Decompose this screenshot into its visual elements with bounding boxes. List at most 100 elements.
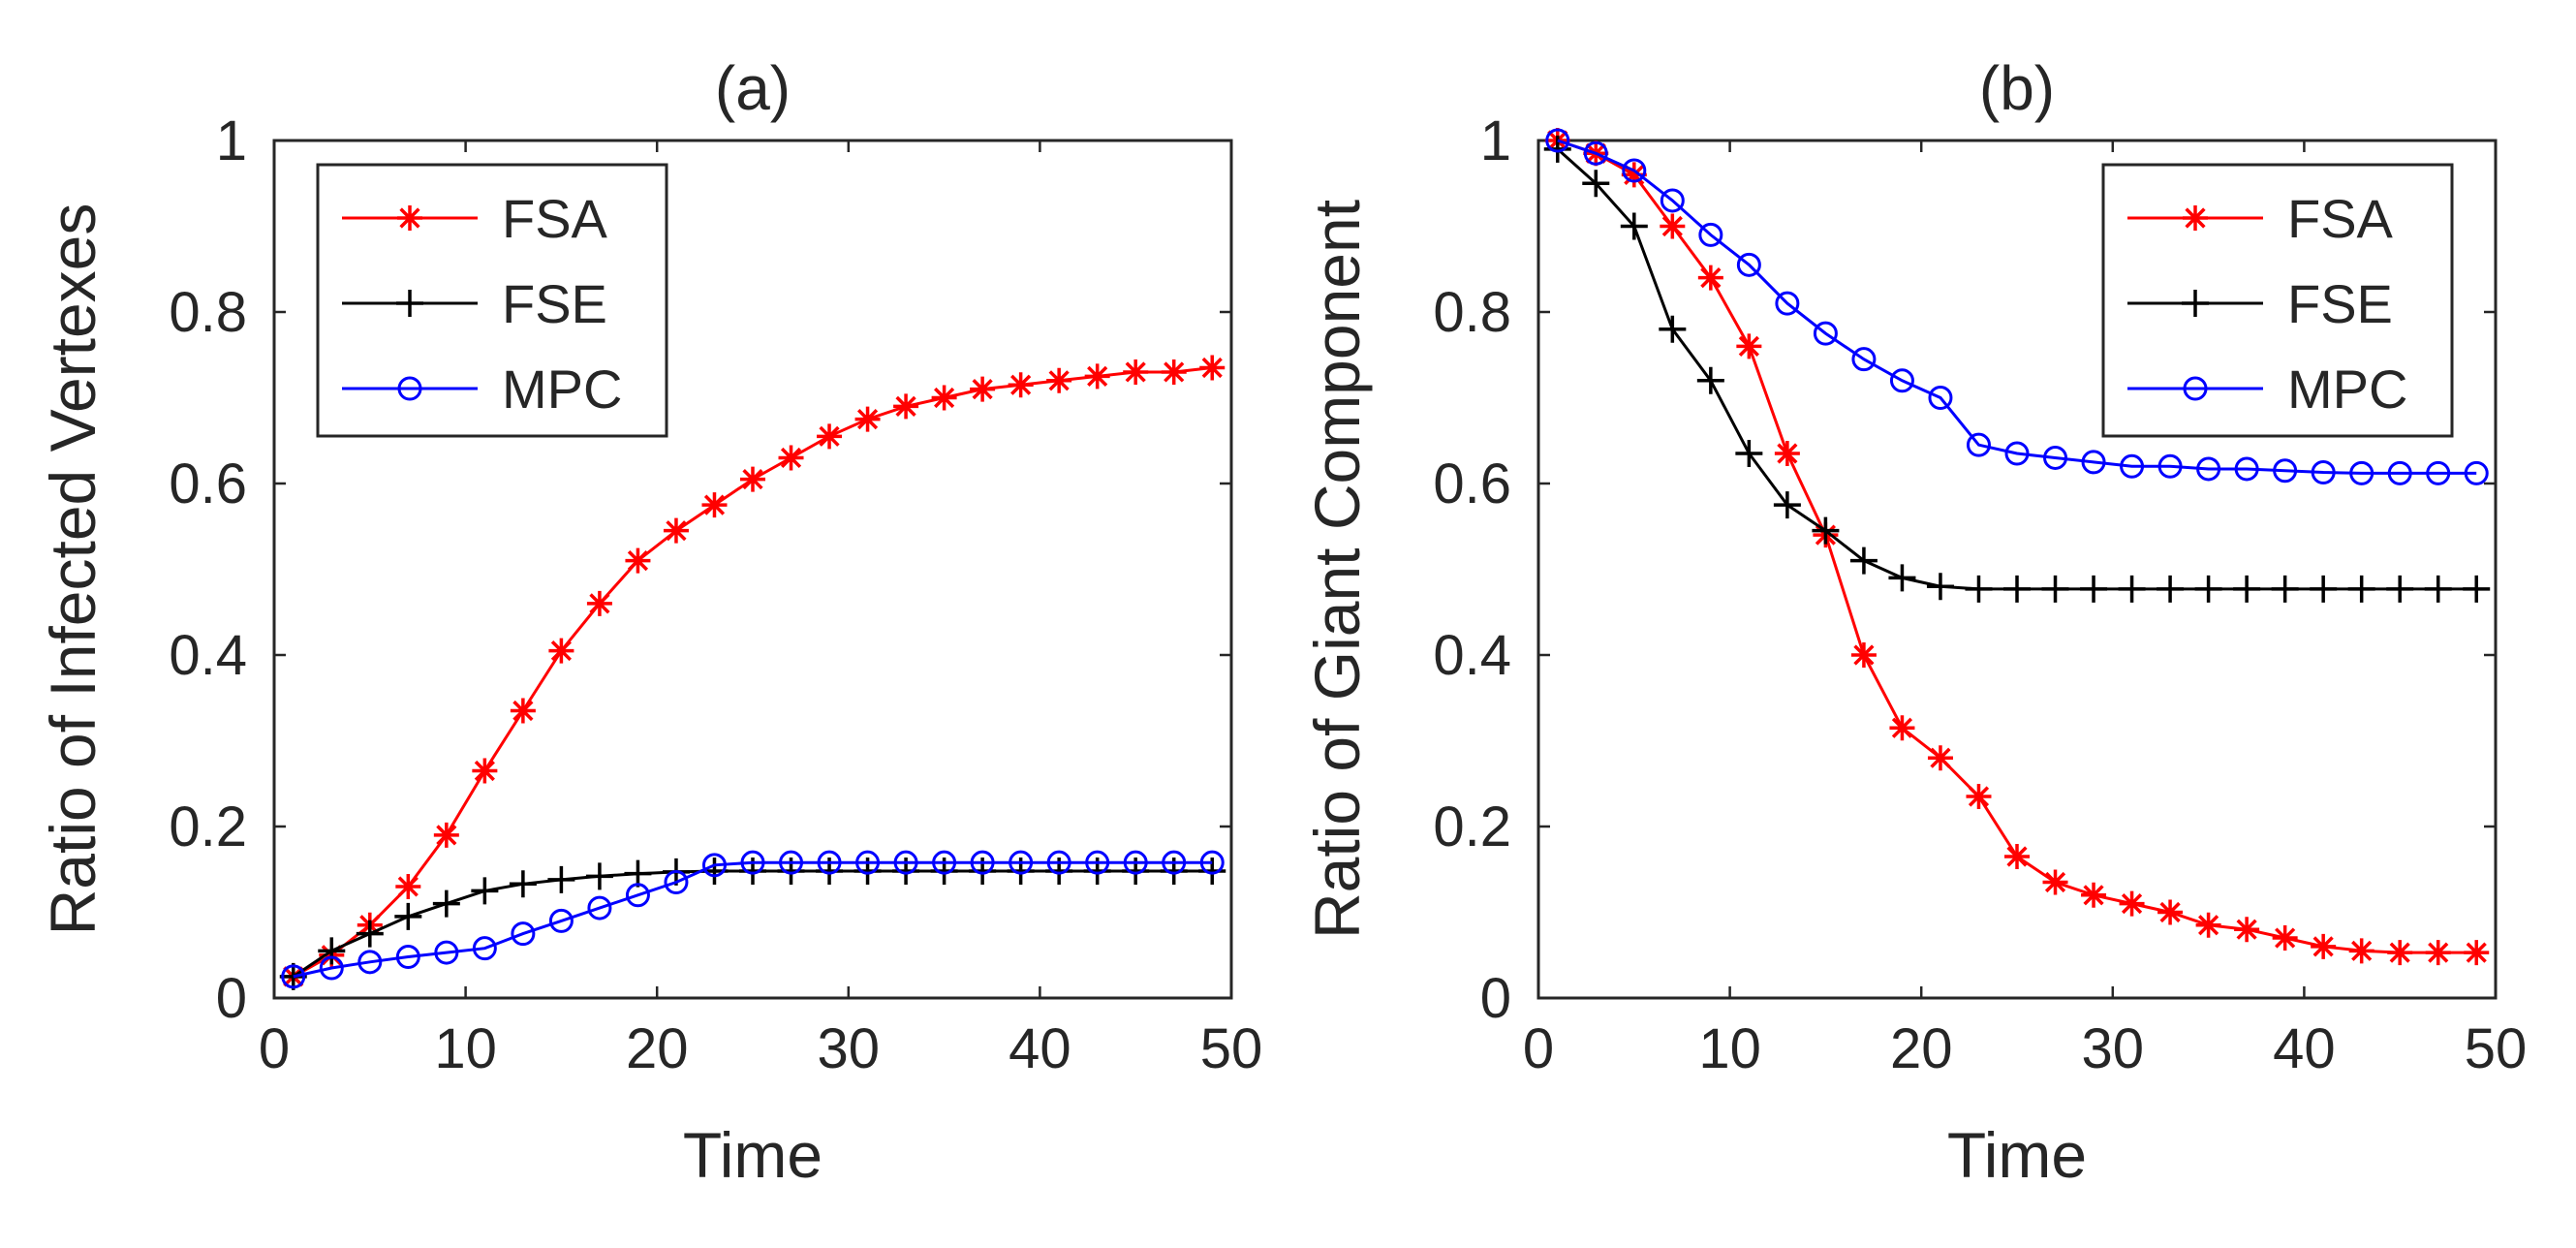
panel-a-fse-point <box>432 889 460 918</box>
panel-a-fsa-point <box>472 758 498 784</box>
panel-b-mpc-point-shape <box>1545 128 1570 153</box>
panel-b-legend-marker <box>2183 376 2208 401</box>
panel-b-x-tick-label: 0 <box>1523 1017 1554 1080</box>
panel-b-fse-point-shape <box>2347 575 2375 603</box>
panel-b-fsa-point <box>2119 890 2145 917</box>
panel-a-mpc-point <box>625 883 650 908</box>
panel-b-mpc-point-shape <box>1813 321 1838 346</box>
panel-b-fse-point-shape <box>1735 440 1763 468</box>
panel-a-fsa-point <box>510 698 536 724</box>
panel-b-mpc-point <box>2311 459 2336 484</box>
panel-a-fse-point <box>318 937 346 965</box>
panel-a-mpc-point-shape <box>319 955 344 981</box>
panel-b-fse-point <box>1659 315 1687 343</box>
panel-b-fsa-point <box>1927 745 1953 771</box>
panel-b-fsa-point-shape <box>2195 912 2221 938</box>
panel-a-fsa-point-shape <box>817 423 843 450</box>
panel-b-fsa-point <box>2464 940 2490 966</box>
panel-b-mpc-point-shape <box>1660 188 1685 213</box>
panel-b-fsa-point <box>2425 940 2451 966</box>
panel-b-mpc-point-shape <box>2387 460 2412 485</box>
panel-a-fsa-point-shape <box>1008 372 1034 398</box>
panel-b-mpc-point-shape <box>2349 460 2374 485</box>
panel-a-fsa-point <box>1199 355 1226 381</box>
panel-a-fsa-point-shape <box>472 758 498 784</box>
panel-b-x-tick-label: 10 <box>1698 1017 1761 1080</box>
panel-a-fse-point <box>394 902 422 930</box>
panel-a-mpc-point <box>740 850 765 875</box>
panel-a-mpc-point <box>1046 850 1071 875</box>
panel-a-fsa-point <box>701 492 728 518</box>
panel-a-mpc-point-shape <box>1162 850 1187 875</box>
panel-b-fse-point-shape <box>2157 575 2185 603</box>
panel-a-mpc-point-shape <box>281 964 306 989</box>
panel-a-fse-point-shape <box>394 902 422 930</box>
panel-a-legend-label: MPC <box>502 359 622 420</box>
panel-a-legend-item-mpc: MPC <box>342 359 622 420</box>
panel-a-y-tick-label: 0.2 <box>169 796 247 858</box>
panel-b-mpc-point <box>1813 321 1838 346</box>
panel-b-x-axis-label: Time <box>1947 1119 2087 1191</box>
panel-b-mpc-point <box>2196 456 2221 482</box>
panel-b-mpc-point-shape <box>1583 140 1608 166</box>
panel-b-fsa-point-shape <box>1850 642 1877 668</box>
panel-a-fsa-point <box>740 466 765 492</box>
panel-b-mpc-point-shape <box>2120 453 2145 479</box>
panel-a-fsa-point-shape <box>663 517 689 544</box>
panel-b-mpc-point <box>2387 460 2412 485</box>
panel-a-fse-point <box>624 859 652 888</box>
panel-a-x-tick-label: 0 <box>259 1017 290 1080</box>
panel-a-title: (a) <box>715 53 791 123</box>
panel-a-y-tick-label: 0.4 <box>169 624 247 687</box>
panel-b-fse-point <box>1543 135 1571 163</box>
panel-a-x-tick-label: 40 <box>1009 1017 1071 1080</box>
panel-b-mpc-point <box>2234 456 2259 482</box>
panel-b-y-tick-label: 0.6 <box>1433 452 1511 515</box>
panel-b-fsa-point-shape <box>2387 940 2413 966</box>
panel-b-fsa-point <box>1966 784 1992 810</box>
panel-b-fsa-point-shape <box>2042 869 2068 895</box>
panel-b-fse-point <box>2233 575 2261 603</box>
panel-b-fsa-point <box>2081 882 2107 908</box>
panel-b-fsa-point <box>2157 899 2184 925</box>
panel-a-mpc-point <box>817 850 842 875</box>
panel-b-fsa-point <box>1850 642 1877 668</box>
panel-a-mpc-point <box>281 964 306 989</box>
panel-b-fsa-point <box>2311 933 2337 959</box>
panel-b-fse-point-shape <box>1812 516 1840 545</box>
panel-b-fsa-point-shape <box>2081 882 2107 908</box>
panel-a-fsa-point-shape <box>433 822 459 848</box>
panel-a-fsa-point-shape <box>510 698 536 724</box>
panel-b-mpc-point <box>1660 188 1685 213</box>
panel-b-mpc-point <box>2157 453 2183 479</box>
panel-a-mpc-point <box>932 850 957 875</box>
panel-a-fse-point-shape <box>432 889 460 918</box>
panel-b-mpc-point <box>2464 460 2489 485</box>
panel-b-mpc-point <box>1545 128 1570 153</box>
panel-a-fse-point-shape <box>279 962 307 990</box>
panel-a-fsa-point <box>854 406 881 432</box>
panel-b-x-tick-label: 50 <box>2465 1017 2528 1080</box>
panel-b-fse-point <box>2157 575 2185 603</box>
panel-b-mpc-point-shape <box>1851 347 1877 372</box>
panel-b-fse-point <box>2271 575 2299 603</box>
panel-b-mpc-point <box>1928 386 1953 410</box>
panel-b-legend-marker <box>2182 290 2209 317</box>
panel-a-mpc-point <box>319 955 344 981</box>
panel-a-mpc-point <box>395 945 420 970</box>
panel-b-fse-point <box>1888 564 1916 592</box>
panel-b-y-tick-label: 0.4 <box>1433 624 1511 687</box>
panel-a-fsa-point <box>1008 372 1034 398</box>
panel-b-fsa-point <box>2272 925 2298 952</box>
panel-a-fsa-point-shape <box>778 445 804 471</box>
panel-a-mpc-point-shape <box>855 850 881 875</box>
panel-b-fsa-point <box>1889 715 1915 741</box>
panel-b-fse-point <box>2041 575 2069 603</box>
panel-b-mpc-point-shape <box>2196 456 2221 482</box>
panel-b-mpc-point-shape <box>2081 450 2106 475</box>
panel-b-fsa-point-shape <box>2311 933 2337 959</box>
panel-b-mpc-point-shape <box>1889 368 1914 393</box>
panel-b-fsa-point-shape <box>1660 213 1686 239</box>
panel-a-mpc-point-shape <box>548 908 574 933</box>
panel-b-mpc-point <box>2426 460 2451 485</box>
